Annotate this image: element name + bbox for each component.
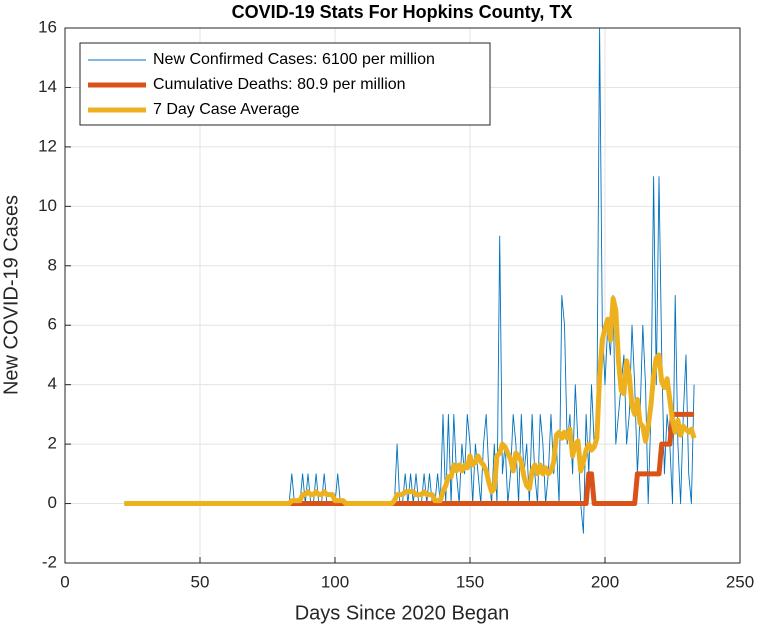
y-tick-label: 6 [48,315,57,334]
legend-box [79,42,491,126]
x-tick-label: 250 [726,572,754,591]
legend-label: New Confirmed Cases: 6100 per million [153,51,435,68]
x-tick-label: 200 [591,572,619,591]
y-tick-label: 8 [48,255,57,274]
y-tick-label: 16 [38,17,57,36]
y-tick-label: 12 [38,136,57,155]
y-tick-label: 0 [48,493,57,512]
legend-label: Cumulative Deaths: 80.9 per million [153,76,406,93]
x-tick-label: 0 [60,572,69,591]
y-axis-label: New COVID-19 Cases [0,195,22,395]
x-tick-label: 100 [321,572,349,591]
y-tick-label: -2 [42,552,57,571]
x-tick-label: 50 [191,572,210,591]
axes-box [64,27,741,564]
x-axis-label: Days Since 2020 Began [295,602,510,624]
y-tick-label: 14 [38,77,57,96]
x-tick-label: 150 [456,572,484,591]
y-tick-label: 4 [48,374,57,393]
y-tick-label: 10 [38,196,57,215]
legend-label: 7 Day Case Average [153,101,300,118]
chart-title: COVID-19 Stats For Hopkins County, TX [232,2,573,22]
lines [124,27,697,534]
series-line [124,295,697,507]
y-tick-label: 2 [48,434,57,453]
legend: New Confirmed Cases: 6100 per million Cum… [79,42,491,126]
